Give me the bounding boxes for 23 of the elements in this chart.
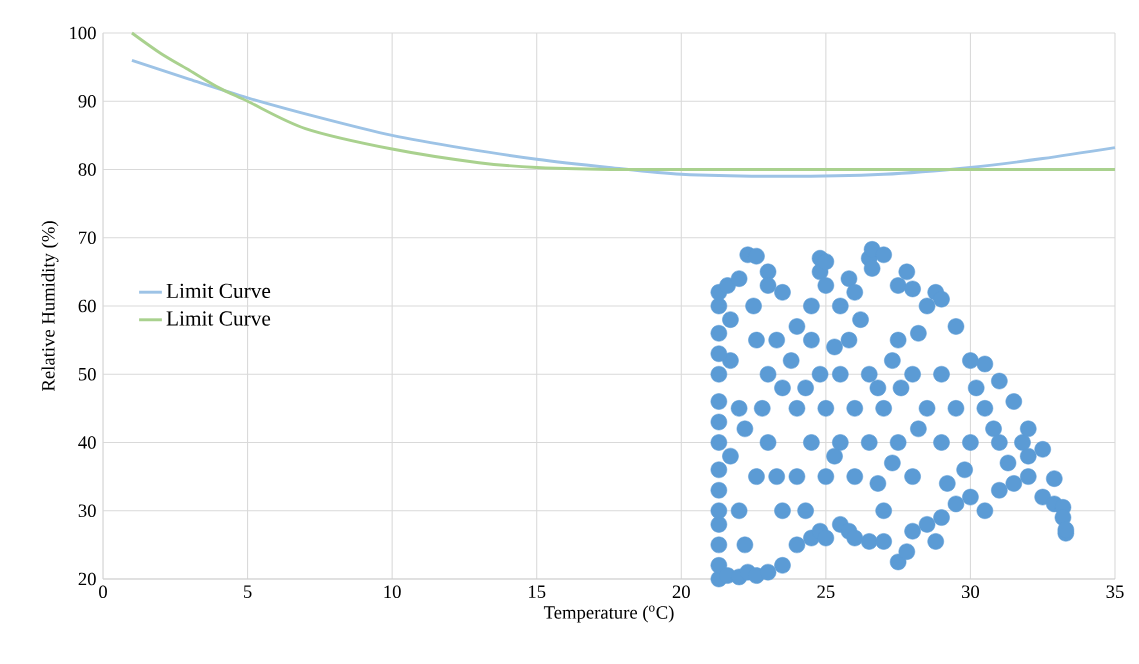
y-tick-label: 50 <box>78 367 96 381</box>
x-tick-label: 15 <box>529 585 546 598</box>
x-axis-title: Temperature ($^{o}$C) <box>543 605 674 623</box>
x-tick-label: 35 <box>1106 585 1124 599</box>
line-series <box>130 31 1117 172</box>
x-tick-label: 0 <box>99 585 107 599</box>
x-tick-label: 30 <box>961 585 980 599</box>
x-tick-label: 20 <box>672 585 690 599</box>
legend-label: Limit Curve <box>166 283 271 299</box>
y-tick-label: 80 <box>78 163 96 176</box>
y-tick-label: 70 <box>79 231 96 245</box>
y-axis-title: Relative Humidity (%) <box>41 221 59 391</box>
y-tick-label: 20 <box>78 572 96 586</box>
x-tick-label: 5 <box>244 585 252 598</box>
x-tick-label: 10 <box>384 585 401 599</box>
legend-label: Limit Curve <box>166 311 271 326</box>
y-tick-label: 30 <box>78 504 96 518</box>
y-tick-label: 40 <box>78 436 96 449</box>
y-tick-label: 100 <box>70 26 96 40</box>
line-series <box>130 58 1117 178</box>
x-tick-label: 25 <box>817 585 835 599</box>
y-tick-label: 90 <box>78 94 96 108</box>
y-tick-label: 60 <box>78 299 96 313</box>
